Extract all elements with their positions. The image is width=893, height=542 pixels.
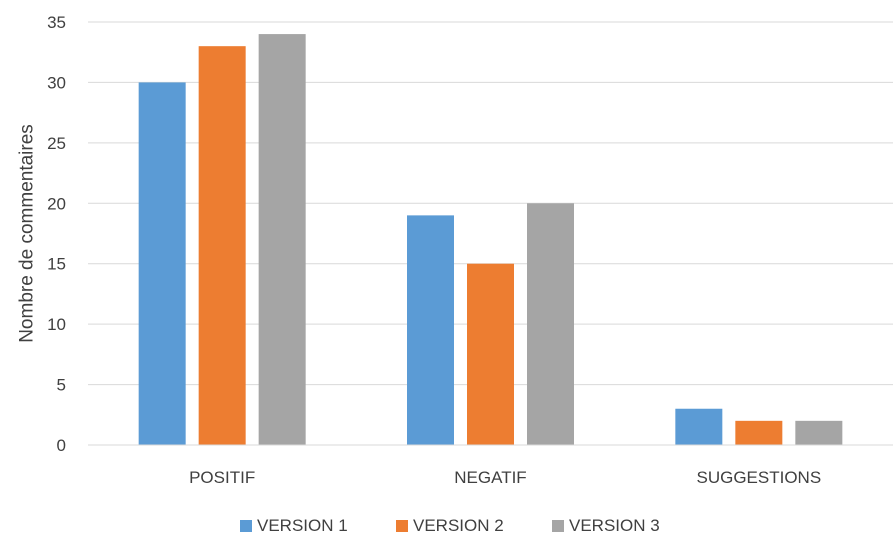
y-tick-label: 30 <box>47 73 66 92</box>
legend-item: VERSION 3 <box>552 516 660 535</box>
legend-item: VERSION 1 <box>240 516 348 535</box>
y-tick-label: 5 <box>57 376 66 395</box>
y-tick-label: 10 <box>47 315 66 334</box>
y-axis-title: Nombre de commentaires <box>17 124 38 343</box>
legend: VERSION 1 VERSION 2 VERSION 3 <box>240 516 660 535</box>
bar-suggestions-series-1 <box>675 408 723 445</box>
legend-item: VERSION 2 <box>396 516 504 535</box>
legend-label: VERSION 1 <box>257 516 348 535</box>
bars <box>138 34 843 446</box>
bar-positif-series-3 <box>258 34 306 445</box>
x-tick-label: NEGATIF <box>454 468 526 487</box>
bar-negatif-series-3 <box>527 203 574 445</box>
bar-positif-series-2 <box>198 46 246 446</box>
x-tick-labels: POSITIF NEGATIF SUGGESTIONS <box>189 468 821 487</box>
legend-label: VERSION 2 <box>413 516 504 535</box>
legend-swatch <box>552 520 564 532</box>
y-tick-label: 20 <box>47 194 66 213</box>
bar-negatif-series-2 <box>467 263 514 445</box>
y-tick-label: 15 <box>47 255 66 274</box>
x-tick-label: POSITIF <box>189 468 255 487</box>
y-tick-label: 25 <box>47 134 66 153</box>
legend-swatch <box>240 520 252 532</box>
y-tick-label: 35 <box>47 13 66 32</box>
bar-positif-series-1 <box>138 82 186 445</box>
x-tick-label: SUGGESTIONS <box>696 468 821 487</box>
bar-negatif-series-1 <box>407 215 454 445</box>
bar-suggestions-series-3 <box>795 420 843 445</box>
legend-swatch <box>396 520 408 532</box>
y-tick-label: 0 <box>57 436 66 455</box>
y-tick-labels: 0 5 10 15 20 25 30 35 <box>47 13 66 455</box>
legend-label: VERSION 3 <box>569 516 660 535</box>
bar-suggestions-series-2 <box>735 420 783 445</box>
